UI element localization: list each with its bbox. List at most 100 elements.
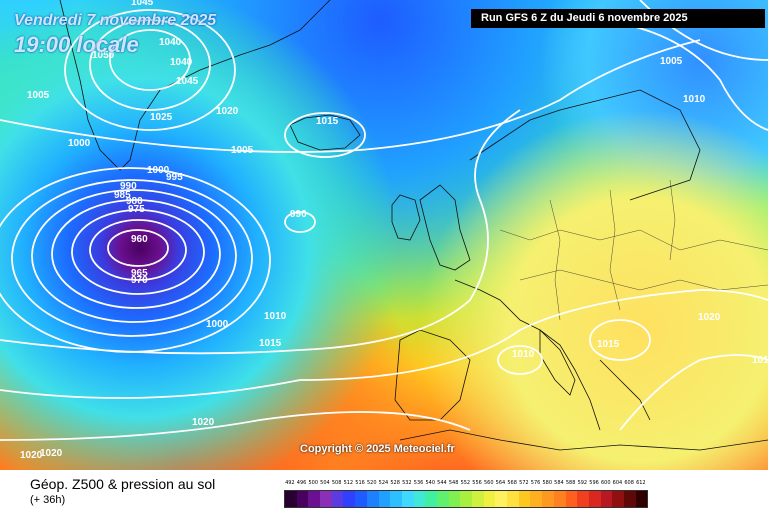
isobar-label: 1015 xyxy=(752,355,768,366)
scale-label: 524 xyxy=(378,480,389,486)
map-canvas: 1045 1040 1040 1045 1050 1005 1020 1025 1000 1015… xyxy=(0,0,768,470)
scale-label: 532 xyxy=(402,480,412,486)
scale-swatch xyxy=(366,491,379,507)
scale-label: 500 xyxy=(308,480,319,486)
scale-swatch xyxy=(413,491,426,507)
scale-swatch xyxy=(355,491,367,507)
isobar-label: 1005 xyxy=(27,90,50,101)
forecast-time: 19:00 locale xyxy=(14,32,139,57)
scale-swatch xyxy=(565,491,578,507)
scale-label: 552 xyxy=(460,480,471,486)
isobar-label: 990 xyxy=(120,181,137,192)
scale-swatch xyxy=(577,491,589,507)
scale-swatch xyxy=(612,491,624,507)
copyright-text: Copyright © 2025 Meteociel.fr xyxy=(300,443,455,455)
scale-label: 528 xyxy=(390,480,400,486)
scale-swatch xyxy=(308,491,321,507)
scale-swatch xyxy=(588,491,601,507)
scale-swatch xyxy=(296,491,309,507)
isobar-label: 1020 xyxy=(192,417,215,428)
isobar-label: 990 xyxy=(290,209,307,220)
scale-swatch xyxy=(507,491,519,507)
isobar-label: 1020 xyxy=(216,106,239,117)
isobar-label: 1040 xyxy=(159,37,182,48)
isobar-label: 985 xyxy=(114,190,131,201)
scale-label: 504 xyxy=(320,480,330,486)
isobar-label: 1000 xyxy=(68,138,91,149)
scale-label: 580 xyxy=(542,480,553,486)
scale-label: 608 xyxy=(624,480,634,486)
scale-swatch xyxy=(331,491,344,507)
scale-label: 548 xyxy=(448,480,459,486)
scale-swatch xyxy=(460,491,472,507)
isobar-label: 1000 xyxy=(206,319,229,330)
scale-label: 604 xyxy=(612,480,623,486)
isobar-label: 1020 xyxy=(698,312,721,323)
scale-label: 536 xyxy=(413,480,424,486)
isobar-label: 1015 xyxy=(316,116,339,127)
isobar-label: 970 xyxy=(131,275,148,286)
scale-label: 568 xyxy=(507,480,517,486)
scale-label: 516 xyxy=(355,480,365,486)
scale-swatch xyxy=(483,491,496,507)
scale-swatch xyxy=(320,491,332,507)
scale-swatch xyxy=(285,491,297,507)
isobar-label: 1000 xyxy=(147,165,170,176)
scale-swatch xyxy=(401,491,414,507)
isobar-label: 1010 xyxy=(683,94,706,105)
isobar-label: 1040 xyxy=(170,57,193,68)
isobar-label: 1045 xyxy=(176,76,199,87)
scale-swatch xyxy=(542,491,554,507)
isobar-label: 960 xyxy=(131,234,148,245)
scale-swatch xyxy=(425,491,437,507)
scale-swatch xyxy=(378,491,391,507)
isobar-label: 995 xyxy=(166,172,183,183)
isobar-label: 1045 xyxy=(131,0,154,8)
weather-map: 1045 1040 1040 1045 1050 1005 1020 1025 1000 1015… xyxy=(0,0,768,470)
isobar-label: 1050 xyxy=(92,50,115,61)
scale-swatch xyxy=(495,491,508,507)
scale-swatch xyxy=(553,491,566,507)
isobar-label: 1015 xyxy=(597,339,620,350)
isobar-label: 1020 xyxy=(20,450,43,461)
isobar-label: 965 xyxy=(131,268,148,279)
scale-swatch xyxy=(472,491,484,507)
scale-label: 588 xyxy=(565,480,576,486)
isobar-label: 1005 xyxy=(660,56,683,67)
scale-label: 520 xyxy=(366,480,377,486)
isobar-labels: 1045 1040 1040 1045 1050 1005 1020 1025 1000 1015… xyxy=(20,0,768,461)
scale-label: 556 xyxy=(472,480,482,486)
scale-swatch xyxy=(390,491,402,507)
isobar-label: 1020 xyxy=(40,448,63,459)
scale-label: 600 xyxy=(600,480,611,486)
scale-label: 544 xyxy=(437,480,447,486)
forecast-lead: (+ 36h) xyxy=(30,494,66,506)
scale-swatch xyxy=(623,491,636,507)
isobar-label: 1025 xyxy=(150,112,173,123)
scale-swatch xyxy=(600,491,613,507)
isobar-label: 980 xyxy=(126,196,143,207)
isobar-label: 1015 xyxy=(259,338,282,349)
scale-label: 592 xyxy=(577,480,588,486)
run-info: Run GFS 6 Z du Jeudi 6 novembre 2025 xyxy=(471,9,765,28)
scale-swatch xyxy=(436,491,449,507)
scale-label: 612 xyxy=(636,480,646,486)
isobar-label: 1010 xyxy=(512,349,535,360)
scale-label: 512 xyxy=(343,480,354,486)
scale-swatch xyxy=(343,491,356,507)
scale-swatch xyxy=(530,491,543,507)
scale-label: 564 xyxy=(495,480,506,486)
isobar-label: 975 xyxy=(128,204,145,215)
scale-label: 540 xyxy=(425,480,436,486)
scale-label: 560 xyxy=(483,480,494,486)
forecast-date: Vendredi 7 novembre 2025 xyxy=(14,12,217,29)
scale-swatch xyxy=(518,491,531,507)
scale-label: 572 xyxy=(519,480,529,486)
scale-swatch xyxy=(448,491,461,507)
isobars xyxy=(0,0,768,440)
scale-label: 508 xyxy=(331,480,342,486)
scale-label: 596 xyxy=(589,480,599,486)
scale-swatch xyxy=(635,491,648,507)
isobar-label: 1010 xyxy=(264,311,287,322)
color-scale xyxy=(284,490,649,508)
